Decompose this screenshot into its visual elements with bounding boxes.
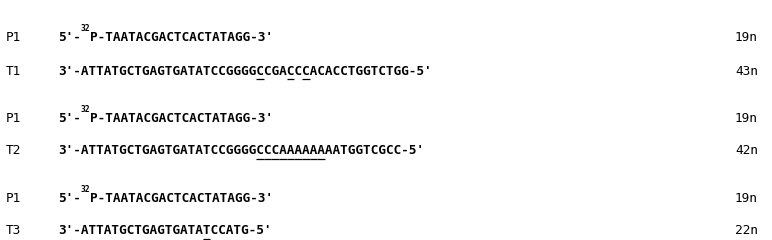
- Text: 32: 32: [81, 185, 90, 194]
- Text: 19n: 19n: [735, 31, 758, 44]
- Text: P-TAATACGACTCACTATAGG-3': P-TAATACGACTCACTATAGG-3': [90, 112, 273, 125]
- Text: 19n: 19n: [735, 192, 758, 205]
- Text: 5'-: 5'-: [58, 192, 81, 205]
- Text: 19n: 19n: [735, 112, 758, 125]
- Text: P1: P1: [6, 112, 22, 125]
- Text: P-TAATACGACTCACTATAGG-3': P-TAATACGACTCACTATAGG-3': [90, 192, 273, 205]
- Text: P1: P1: [6, 192, 22, 205]
- Text: 22n: 22n: [735, 224, 758, 237]
- Text: 5'-: 5'-: [58, 31, 81, 44]
- Text: 32: 32: [81, 24, 90, 33]
- Text: 43n: 43n: [735, 65, 758, 78]
- Text: 42n: 42n: [735, 144, 758, 157]
- Text: 3'-ATTATGCTGAGTGATATCCGGGGCCGACCCACACCTGGTCTGG-5': 3'-ATTATGCTGAGTGATATCCGGGGCCGACCCACACCTG…: [58, 65, 432, 78]
- Text: 32: 32: [81, 105, 90, 114]
- Text: P-TAATACGACTCACTATAGG-3': P-TAATACGACTCACTATAGG-3': [90, 31, 273, 44]
- Text: T1: T1: [6, 65, 22, 78]
- Text: P1: P1: [6, 31, 22, 44]
- Text: 3'-ATTATGCTGAGTGATATCCGGGGCCCAAAAAAAATGGTCGCC-5': 3'-ATTATGCTGAGTGATATCCGGGGCCCAAAAAAAATGG…: [58, 144, 424, 157]
- Text: 5'-: 5'-: [58, 112, 81, 125]
- Text: T2: T2: [6, 144, 22, 157]
- Text: T3: T3: [6, 224, 22, 237]
- Text: 3'-ATTATGCTGAGTGATATCCATG-5': 3'-ATTATGCTGAGTGATATCCATG-5': [58, 224, 272, 237]
